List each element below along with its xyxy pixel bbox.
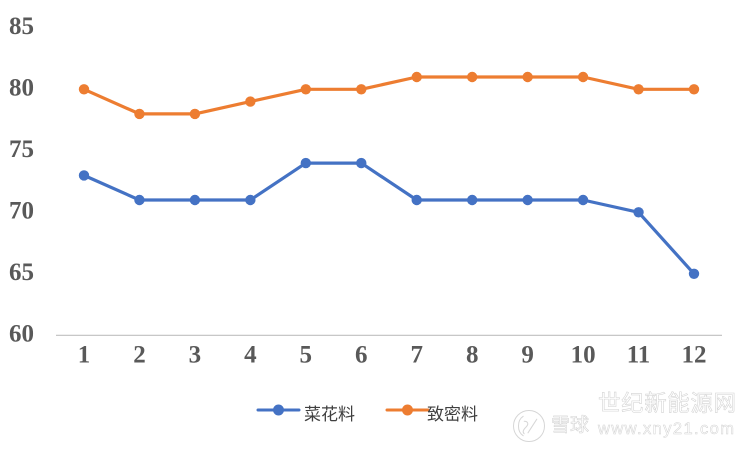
svg-text:www.xny21.com: www.xny21.com (597, 420, 735, 438)
svg-text:世纪新能源网: 世纪新能源网 (598, 391, 737, 416)
svg-text:雪球: 雪球 (551, 414, 589, 436)
